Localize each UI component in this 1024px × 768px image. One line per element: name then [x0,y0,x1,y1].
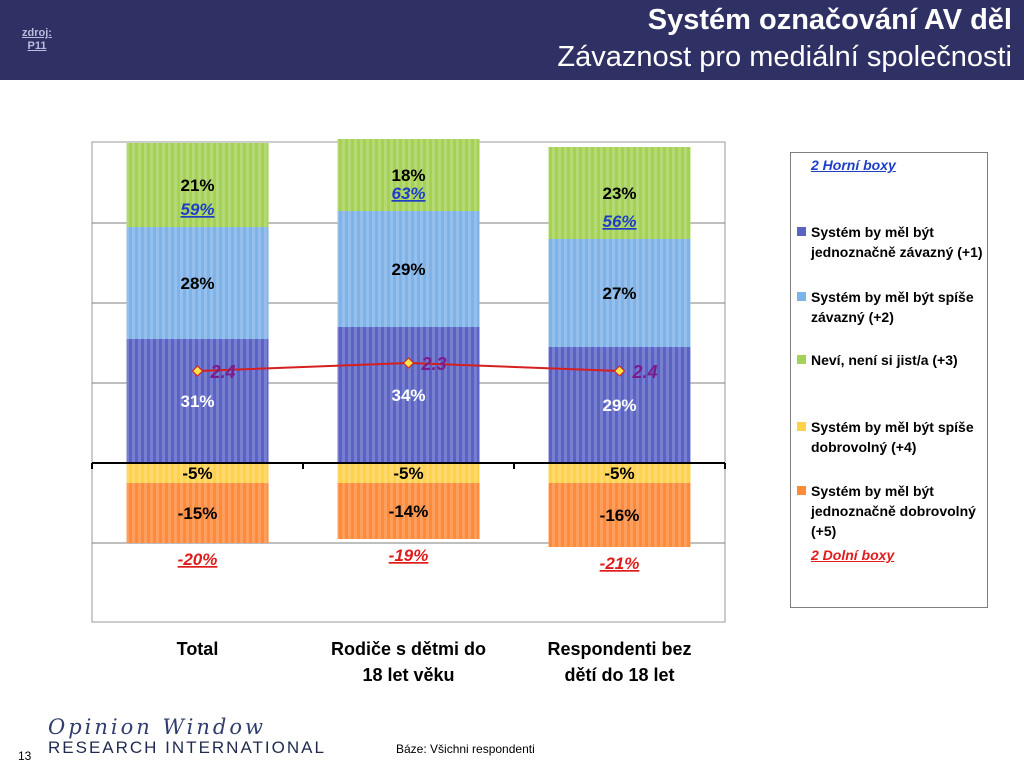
mean-score-label: 2.3 [421,354,447,374]
bar-texture [337,483,480,539]
bottom2-total-label: -20% [178,550,218,569]
mean-score-label: 2.4 [210,362,236,382]
segment-value-label: 29% [391,260,425,279]
title-line-2: Závaznost pro mediální společnosti [557,41,1012,73]
legend-item-1: Systém by měl být jednoznačně závazný (+… [797,222,987,262]
header-bar: zdroj: P11 Systém označování AV děl Záva… [0,0,1024,80]
segment-value-label: -14% [389,502,429,521]
title-line-1: Systém označování AV děl [647,4,1012,36]
segment-value-label: 23% [602,184,636,203]
segment-value-label: 21% [180,176,214,195]
bar-texture [126,339,269,463]
legend-label: Neví, není si jist/a (+3) [811,352,958,368]
slide-title: Systém označování AV děl Závaznost pro m… [557,2,1012,76]
bar-texture [337,463,480,483]
category-label: 18 let věku [362,665,454,685]
segment-value-label: 18% [391,166,425,185]
segment-value-label: 31% [180,392,214,411]
legend-label: Systém by měl být spíše závazný (+2) [811,289,974,325]
top2-total-label: 63% [391,184,425,203]
segment-value-label: -5% [604,464,634,483]
segment-value-label: -5% [393,464,423,483]
top2-total-label: 56% [602,212,636,231]
legend-label: Systém by měl být jednoznačně závazný (+… [811,224,983,260]
legend-bottom2-label[interactable]: 2 Dolní boxy [811,547,895,563]
company-logo: Opinion Window RESEARCH INTERNATIONAL [48,716,326,758]
logo-line-2: RESEARCH INTERNATIONAL [48,738,326,757]
legend-swatch [797,422,806,431]
bar-texture [548,483,691,547]
category-label: dětí do 18 let [564,665,674,685]
bar-texture [548,463,691,483]
bottom2-total-label: -21% [600,554,640,573]
legend-item-3: Neví, není si jist/a (+3) [797,350,987,370]
legend-swatch [797,227,806,236]
legend-item-2: Systém by měl být spíše závazný (+2) [797,287,987,327]
bar-texture [337,327,480,463]
mean-score-marker [402,357,415,369]
bar-texture [548,239,691,347]
legend-swatch [797,292,806,301]
category-label: Respondenti bez [547,639,691,659]
bar-texture [548,147,691,239]
source-value: P11 [27,40,47,52]
segment-value-label: -15% [178,504,218,523]
bar-texture [126,143,269,227]
segment-value-label: 29% [602,396,636,415]
top2-total-label: 59% [180,200,214,219]
segment-value-label: -5% [182,464,212,483]
source-note: zdroj: P11 [14,27,60,53]
category-label: Rodiče s dětmi do [331,639,486,659]
legend-label: Systém by měl být jednoznačně dobrovolný… [811,483,976,539]
segment-value-label: 34% [391,386,425,405]
segment-value-label: 27% [602,284,636,303]
legend-swatch [797,486,806,495]
bar-texture [126,227,269,339]
mean-score-label: 2.4 [632,362,658,382]
mean-score-marker [191,365,204,377]
legend-swatch [797,355,806,364]
page-number: 13 [18,749,32,763]
legend-item-5: Systém by měl být jednoznačně dobrovolný… [797,481,987,541]
bar-texture [337,139,480,211]
mean-score-marker [613,365,626,377]
base-note: Báze: Všichni respondenti [396,742,535,756]
bottom2-total-label: -19% [389,546,429,565]
bar-texture [126,463,269,483]
legend-item-4: Systém by měl být spíše dobrovolný (+4) [797,417,987,457]
logo-line-1: Opinion Window [48,715,266,739]
legend-label: Systém by měl být spíše dobrovolný (+4) [811,419,974,455]
legend: 2 Horní boxy Systém by měl být jednoznač… [790,152,988,608]
bar-texture [126,483,269,543]
category-label: Total [177,639,219,659]
segment-value-label: 28% [180,274,214,293]
bar-texture [337,211,480,327]
legend-top2-label[interactable]: 2 Horní boxy [811,157,896,173]
segment-value-label: -16% [600,506,640,525]
source-label: zdroj: [22,27,52,39]
stacked-bar-chart: 2.4 2.3 2.4 31% 28% 21% -5% -15% 59% -20% 34% 29% 1… [91,139,726,685]
